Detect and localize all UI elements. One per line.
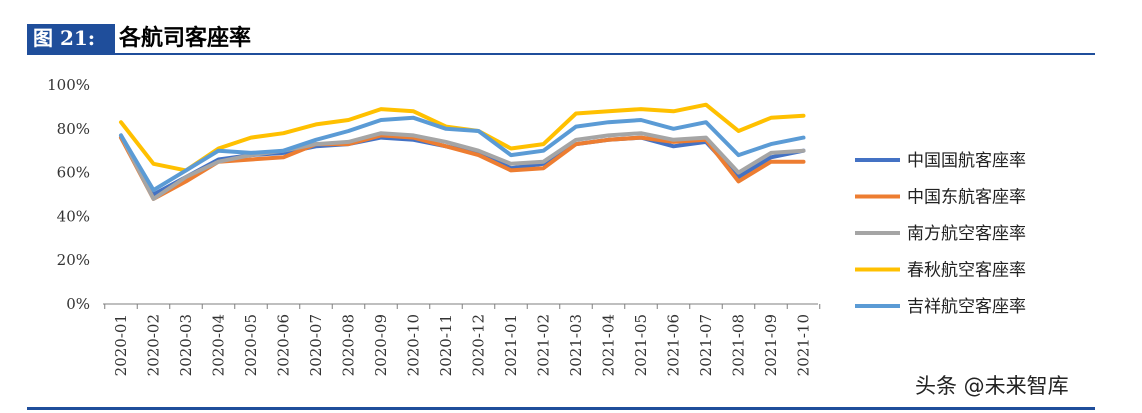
x-tick-label: 2020-01 <box>112 314 130 376</box>
x-tick-label: 2020-04 <box>210 314 228 376</box>
x-tick-label: 2020-05 <box>242 314 260 376</box>
figure-header: 图 21: 各航司客座率 <box>27 24 1095 55</box>
x-tick-label: 2021-03 <box>567 314 585 376</box>
x-tick-label: 2020-02 <box>145 314 163 376</box>
x-tick-label: 2020-11 <box>437 314 455 376</box>
x-tick-label: 2021-02 <box>535 314 553 376</box>
x-tick-label: 2021-09 <box>762 314 780 376</box>
legend-label-5: 吉祥航空客座率 <box>907 297 1026 317</box>
legend-label-4: 春秋航空客座率 <box>907 261 1026 281</box>
y-tick-label: 40% <box>57 207 90 225</box>
legend-label-3: 南方航空客座率 <box>907 224 1026 244</box>
bottom-rule <box>27 407 1095 410</box>
x-tick-label: 2020-06 <box>275 314 293 376</box>
x-tick-label: 2021-10 <box>795 314 813 376</box>
x-tick-label: 2021-08 <box>730 314 748 376</box>
y-tick-label: 60% <box>57 164 90 182</box>
series-line-3 <box>119 131 806 201</box>
legend-label-1: 中国国航客座率 <box>907 151 1026 171</box>
x-tick-label: 2020-08 <box>340 314 358 376</box>
chart-series <box>119 102 806 201</box>
x-tick-label: 2021-04 <box>600 314 618 376</box>
x-tick-label: 2021-07 <box>697 314 715 376</box>
x-tick-label: 2020-07 <box>307 314 325 376</box>
x-tick-label: 2020-09 <box>372 314 390 376</box>
y-tick-label: 20% <box>57 251 90 269</box>
x-tick-label: 2020-12 <box>470 314 488 376</box>
header-rule <box>27 53 1095 55</box>
chart-axes: 0% 20% 40% 60% 80% 100% 2020-01 2020-02 2020-03 2… <box>47 76 821 376</box>
legend-label-2: 中国东航客座率 <box>907 188 1026 208</box>
y-tick-label: 0% <box>66 295 90 313</box>
series-line-2 <box>119 133 806 201</box>
watermark: 头条 @未来智库 <box>915 374 1069 398</box>
series-line-5 <box>119 115 806 193</box>
x-tick-label: 2021-06 <box>665 314 683 376</box>
y-tick-label: 100% <box>47 76 90 94</box>
figure-label: 图 21: <box>27 24 115 53</box>
x-tick-label: 2020-10 <box>405 314 423 376</box>
x-tick-label: 2021-01 <box>502 314 520 376</box>
figure-title: 各航司客座率 <box>119 25 252 51</box>
x-tick-label: 2021-05 <box>632 314 650 376</box>
x-tick-label: 2020-03 <box>177 314 195 376</box>
y-tick-label: 80% <box>57 120 90 138</box>
